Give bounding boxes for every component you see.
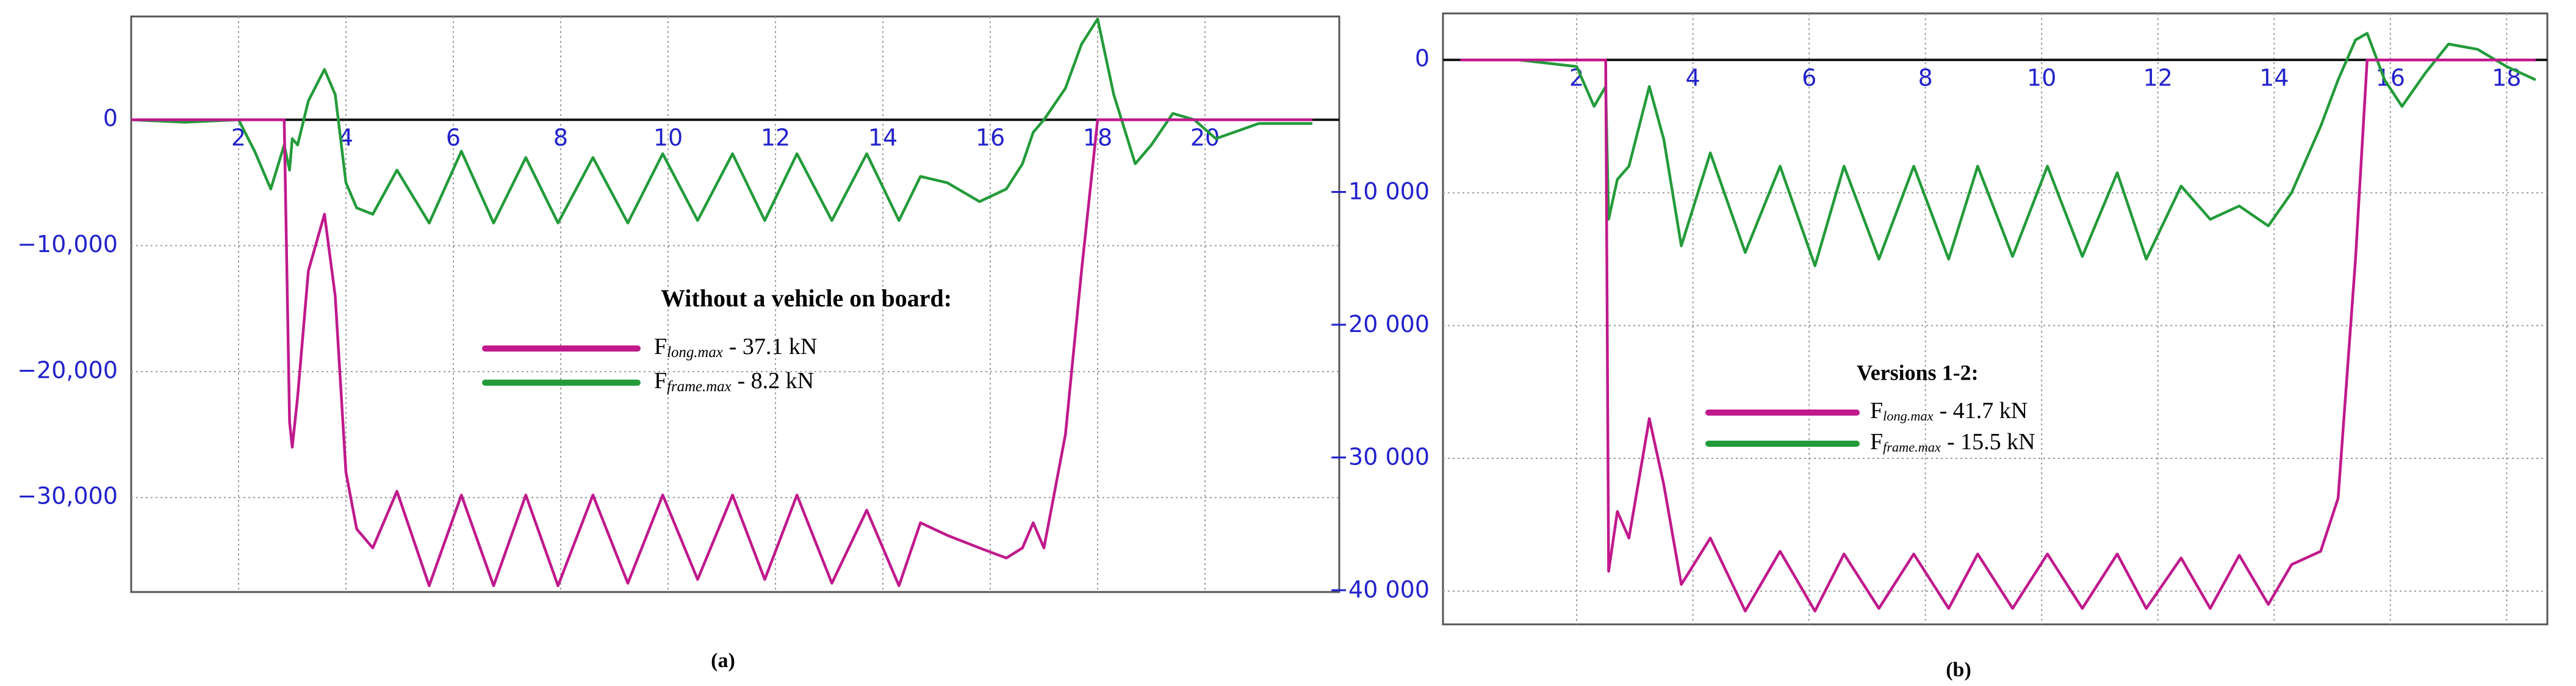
legend-label: Flong.max - 37.1 kN: [654, 334, 817, 361]
series-line: [1460, 32, 2536, 267]
y-tick-label: −20,000: [17, 356, 118, 383]
x-tick-label: 12: [761, 125, 790, 151]
series-line: [131, 118, 1312, 587]
legend-subscript: long.max: [667, 344, 723, 361]
legend-name: F: [654, 368, 667, 394]
y-tick-label: −20 000: [1329, 311, 1430, 338]
x-tick-label: 18: [2492, 65, 2521, 92]
legend-subscript: frame.max: [1883, 439, 1941, 455]
caption: (b): [1946, 659, 1971, 681]
x-tick-label: 12: [2143, 65, 2173, 92]
x-tick-label: 16: [976, 125, 1005, 151]
series-line: [131, 17, 1312, 225]
y-tick-label: 0: [103, 105, 118, 132]
x-tick-label: 10: [653, 125, 683, 151]
y-tick-label: −30,000: [17, 483, 118, 510]
legend-label: Fframe.max - 15.5 kN: [1870, 429, 2035, 455]
x-tick-label: 4: [1686, 65, 1700, 92]
y-tick-label: −40 000: [1329, 576, 1430, 603]
legend-suffix: - 37.1 kN: [729, 334, 818, 359]
legend-subscript: frame.max: [667, 378, 731, 395]
legend-name: F: [654, 334, 667, 359]
legend-suffix: - 15.5 kN: [1947, 429, 2035, 455]
x-tick-label: 6: [1802, 65, 1816, 92]
x-tick-label: 14: [2259, 65, 2289, 92]
legend-title: Without a vehicle on board:: [661, 284, 952, 312]
y-tick-label: 0: [1415, 45, 1430, 72]
x-tick-label: 6: [446, 125, 461, 151]
x-tick-label: 8: [1918, 65, 1933, 92]
plot-area: [130, 15, 1340, 593]
x-tick-label: 8: [553, 125, 568, 151]
legend-label: Flong.max - 41.7 kN: [1870, 398, 2027, 424]
legend-suffix: - 41.7 kN: [1940, 398, 2028, 424]
series-line: [1460, 58, 2536, 613]
legend-subscript: long.max: [1883, 408, 1934, 424]
legend-suffix: - 8.2 kN: [738, 368, 815, 394]
legend-name: F: [1870, 429, 1883, 455]
y-tick-label: −10,000: [17, 231, 118, 258]
x-tick-label: 10: [2027, 65, 2056, 92]
legend-label: Fframe.max - 8.2 kN: [654, 368, 814, 395]
caption: (a): [711, 649, 735, 672]
x-tick-label: 14: [868, 125, 898, 151]
legend-name: F: [1870, 398, 1883, 424]
y-tick-label: −30 000: [1329, 443, 1430, 470]
y-tick-label: −10 000: [1329, 178, 1430, 204]
legend-title: Versions 1-2:: [1857, 360, 1979, 385]
